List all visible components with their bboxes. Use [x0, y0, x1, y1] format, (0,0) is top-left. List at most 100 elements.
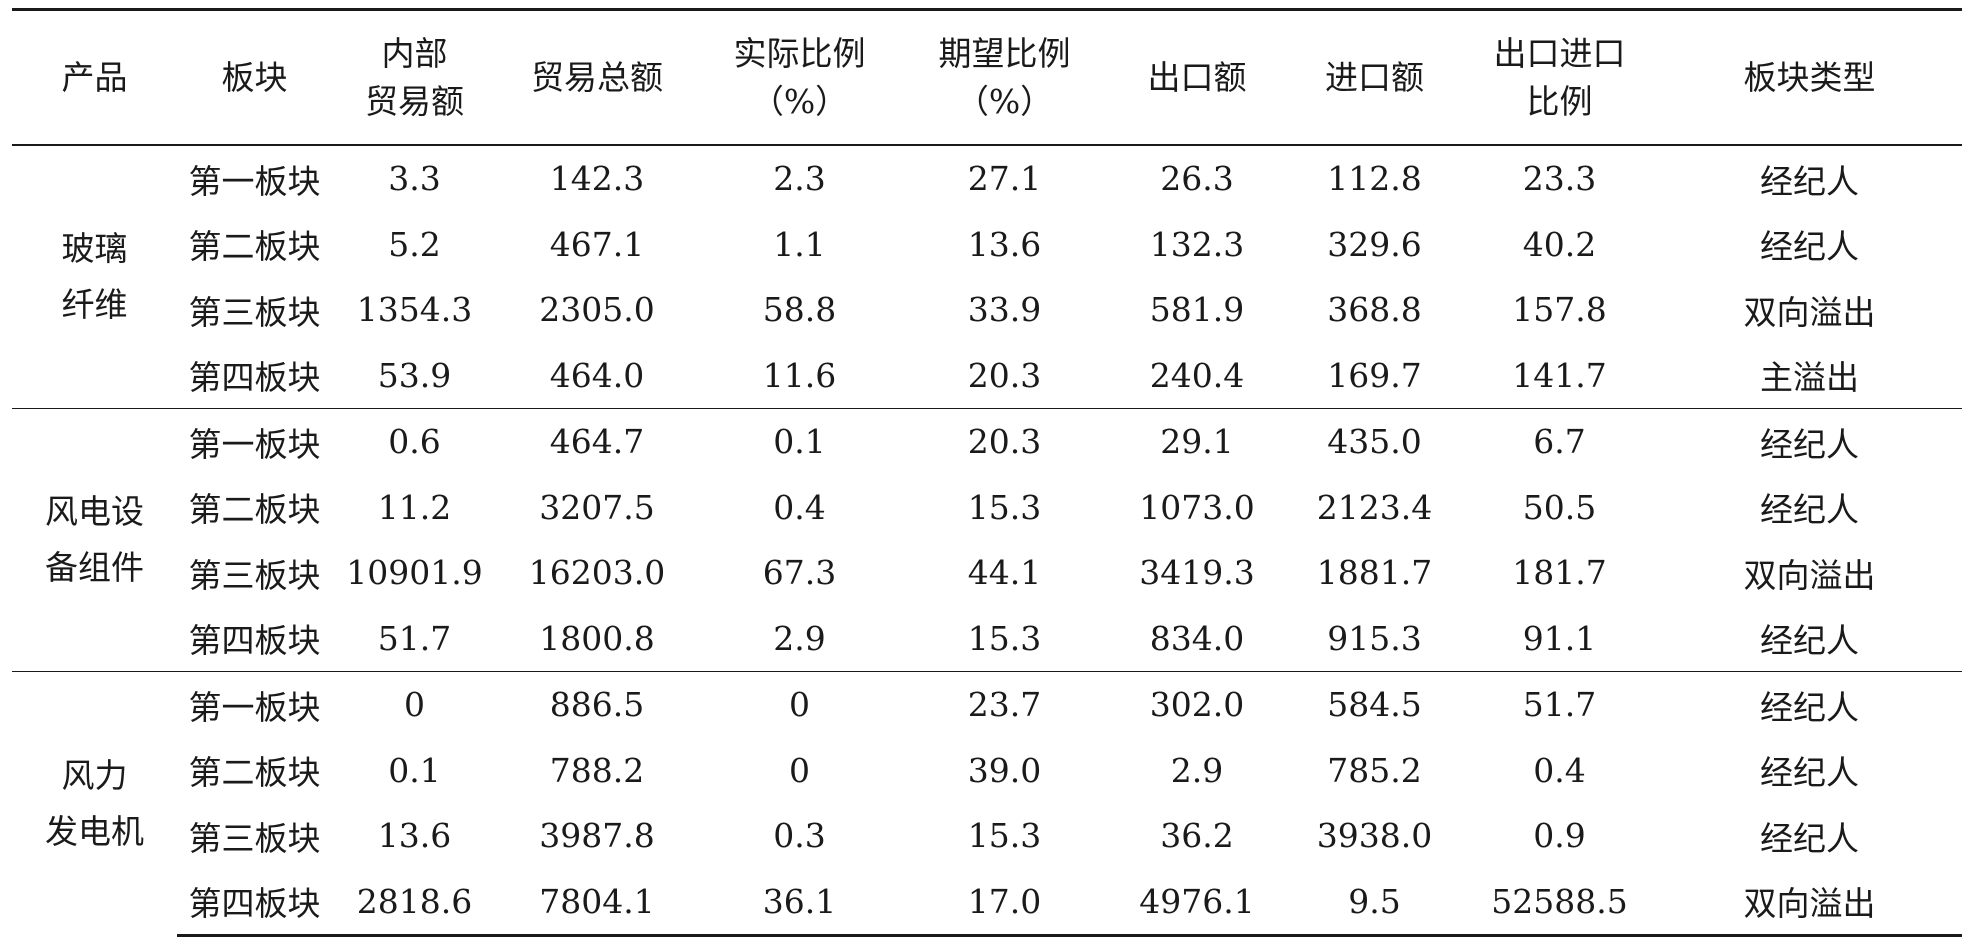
expected-ratio-cell: 20.3: [902, 408, 1107, 475]
total-trade-cell: 788.2: [549, 750, 645, 790]
block-type-cell: 经纪人: [1760, 818, 1859, 858]
header-row: 产品 板块 内部 贸易额 贸易总额 实际比例 （%） 期望比例 （%） 出口额 进口额 出口进口 比例板…: [12, 9, 1962, 146]
total-trade-cell: 142.3: [549, 159, 645, 199]
header-actual-ratio: 实际比例 （%）: [697, 10, 902, 146]
export-cell: 29.1: [1107, 408, 1287, 475]
table-row: 第二板块 11.2 3207.5 0.4 15.3 1073.0 2123.4 50.5 经纪人: [12, 475, 1962, 541]
internal-trade-cell: 5.2: [388, 224, 441, 264]
table-row: 玻璃 纤维 第一板块 3.3 142.3 2.3 27.1 26.3 112.8 23.3 经纪人: [12, 145, 1962, 324]
product-name-line: 风电设: [45, 492, 144, 531]
internal-trade-cell: 53.9: [377, 355, 452, 395]
expected-ratio-cell: 20.3: [967, 355, 1042, 395]
block-cell: 第一板块: [188, 161, 321, 201]
block-cell: 第一板块: [177, 408, 332, 475]
export-cell: 36.2: [1160, 816, 1234, 856]
block-type-cell: 经纪人: [1760, 621, 1859, 661]
export-cell: 4976.1: [1107, 868, 1287, 937]
block-cell: 第二板块: [188, 227, 321, 267]
actual-ratio-cell: 0: [789, 750, 810, 790]
actual-ratio-cell: 0.1: [697, 408, 902, 475]
table-row: 第四板块 53.9 464.0 11.6 20.3 240.4 169.7 141.7 主溢出: [12, 343, 1962, 409]
header-line: 比例: [1526, 81, 1593, 121]
expected-ratio-cell: 15.3: [967, 487, 1042, 527]
block-cell: 第三板块: [188, 555, 321, 595]
actual-ratio-cell: 0.3: [773, 816, 826, 856]
export-cell: 2.9: [1170, 750, 1224, 790]
header-block: 板块: [177, 10, 332, 146]
import-cell: 9.5: [1287, 868, 1462, 937]
import-cell: 329.6: [1327, 224, 1422, 264]
import-cell: 1881.7: [1316, 553, 1433, 593]
table-row: 第三板块 13.6 3987.8 0.3 15.3 36.2 3938.0 0.9 经纪人: [12, 803, 1962, 869]
block-type-cell: 经纪人: [1760, 490, 1859, 530]
import-cell: 584.5: [1287, 671, 1462, 738]
block-type-cell: 主溢出: [1760, 358, 1859, 398]
header-line: （%）: [750, 81, 849, 121]
internal-trade-cell: 1354.3: [356, 290, 473, 330]
export-cell: 834.0: [1149, 618, 1245, 658]
import-cell: 112.8: [1327, 159, 1422, 199]
trade-table: 产品 板块 内部 贸易额 贸易总额 实际比例 （%） 期望比例 （%） 出口额 进口额 出口进口 比例板…: [12, 8, 1962, 937]
total-trade-cell: 16203.0: [528, 553, 666, 593]
internal-trade-cell: 0.1: [388, 750, 441, 790]
expected-ratio-cell: 15.3: [967, 816, 1042, 856]
block-type-cell: 经纪人: [1760, 227, 1859, 267]
import-cell: 2123.4: [1316, 487, 1433, 527]
actual-ratio-cell: 0: [697, 671, 902, 738]
export-import-ratio-cell: 40.2: [1522, 224, 1597, 264]
total-trade-cell: 3207.5: [539, 487, 655, 527]
actual-ratio-cell: 67.3: [762, 553, 837, 593]
internal-trade-cell: 13.6: [377, 816, 452, 856]
total-trade-cell: 2305.0: [539, 290, 655, 330]
total-trade-cell: 464.7: [497, 408, 697, 475]
header-line: 出口额: [1147, 57, 1247, 97]
total-trade-cell: 464.0: [549, 355, 645, 395]
header-line: 板块类型: [1743, 57, 1876, 97]
product-cell: 风电设 备组件: [12, 408, 177, 672]
header-total-trade: 贸易总额: [497, 10, 697, 146]
block-type-cell: 双向溢出: [1743, 555, 1876, 595]
internal-trade-cell: 10901.9: [346, 553, 483, 593]
actual-ratio-cell: 2.9: [773, 618, 826, 658]
import-cell: 3938.0: [1316, 816, 1433, 856]
export-import-ratio-cell: 50.5: [1522, 487, 1597, 527]
internal-trade-cell: 51.7: [377, 618, 452, 658]
block-type-cell: 经纪人: [1760, 753, 1859, 793]
block-type-cell: 双向溢出: [1743, 292, 1876, 332]
expected-ratio-cell: 13.6: [967, 224, 1042, 264]
header-line: 内部: [381, 33, 448, 73]
total-trade-cell: 1800.8: [539, 618, 655, 658]
expected-ratio-cell: 17.0: [902, 868, 1107, 937]
actual-ratio-cell: 1.1: [773, 224, 826, 264]
table-body: 玻璃 纤维 第一板块 3.3 142.3 2.3 27.1 26.3 112.8 23.3 经纪人第…: [12, 145, 1962, 937]
header-export-import-ratio: 出口进口 比例: [1462, 10, 1657, 146]
expected-ratio-cell: 33.9: [967, 290, 1042, 330]
header-import: 进口额: [1287, 10, 1462, 146]
internal-trade-cell: 0.6: [332, 408, 497, 475]
product-name-line: 发电机: [45, 811, 144, 851]
internal-trade-cell: 3.3: [388, 159, 441, 199]
block-cell: 第三板块: [188, 292, 321, 332]
table-row: 第四板块 51.7 1800.8 2.9 15.3 834.0 915.3 91.1 经纪人: [12, 606, 1962, 672]
header-line: 板块: [221, 57, 288, 97]
import-cell: 915.3: [1327, 618, 1422, 658]
block-cell: 第四板块: [188, 621, 321, 661]
block-cell: 第二板块: [188, 490, 321, 530]
export-cell: 132.3: [1149, 224, 1245, 264]
total-trade-cell: 7804.1: [497, 868, 697, 937]
product-name-line: 玻璃: [61, 229, 128, 268]
table-row: 第二板块 0.1 788.2 0 39.0 2.9 785.2 0.4 经纪人: [12, 738, 1962, 804]
block-cell: 第三板块: [188, 818, 321, 858]
product-name-line: 风力: [61, 755, 128, 795]
expected-ratio-cell: 44.1: [967, 553, 1042, 593]
export-import-ratio-cell: 6.7: [1462, 408, 1657, 475]
expected-ratio-cell: 15.3: [967, 618, 1042, 658]
export-import-ratio-cell: 52588.5: [1462, 868, 1657, 937]
actual-ratio-cell: 36.1: [697, 868, 902, 937]
export-import-ratio-cell: 51.7: [1462, 671, 1657, 738]
actual-ratio-cell: 11.6: [762, 355, 837, 395]
export-import-ratio-cell: 0.9: [1533, 816, 1586, 856]
export-import-ratio-cell: 141.7: [1512, 355, 1607, 395]
block-cell: 第四板块: [188, 358, 321, 398]
